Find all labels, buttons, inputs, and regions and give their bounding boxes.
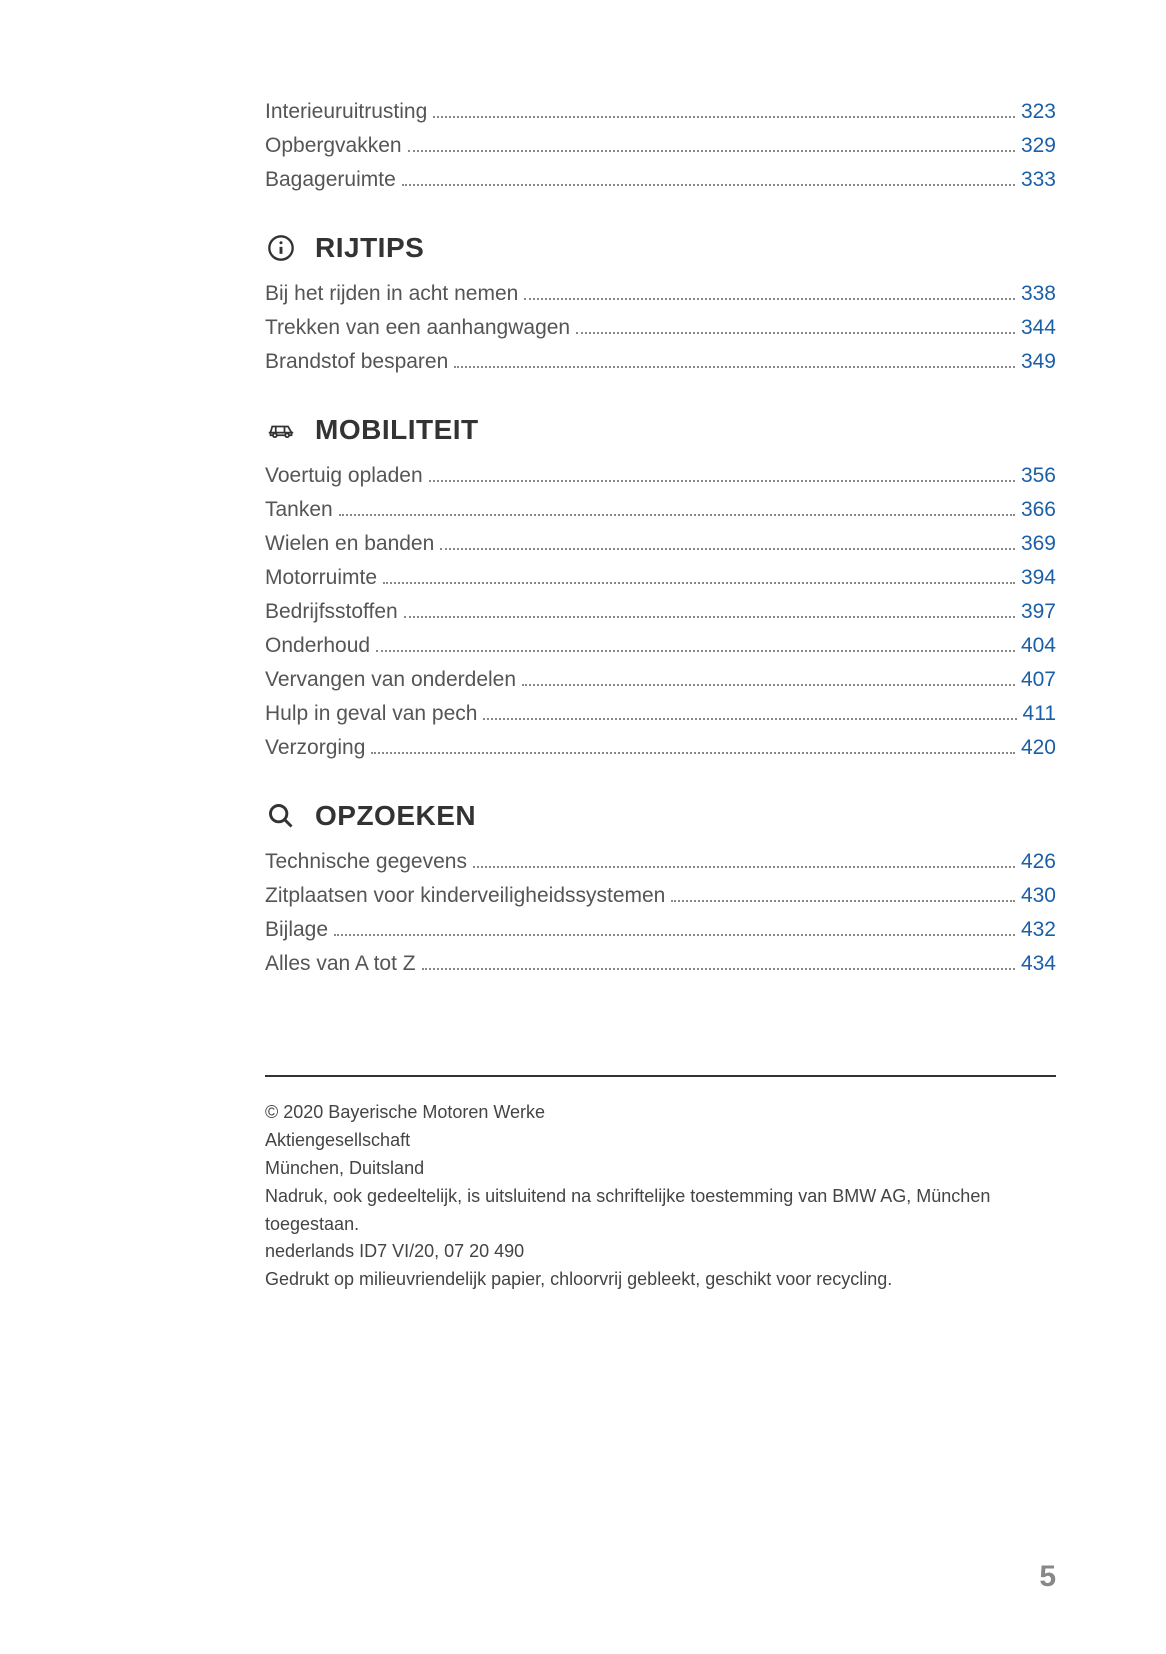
toc-entry-label: Motorruimte bbox=[265, 566, 377, 590]
toc-entry-page[interactable]: 420 bbox=[1021, 736, 1056, 760]
toc-entry-dots bbox=[429, 480, 1015, 482]
footer-divider bbox=[265, 1075, 1056, 1077]
toc-section-title: RIJTIPS bbox=[315, 232, 424, 264]
toc-entry-label: Vervangen van onderdelen bbox=[265, 668, 516, 692]
toc-entry[interactable]: Zitplaatsen voor kinderveiligheidssystem… bbox=[265, 884, 1056, 908]
toc-entry-dots bbox=[433, 116, 1015, 118]
toc-entry-label: Tanken bbox=[265, 498, 333, 522]
toc-entry-dots bbox=[402, 184, 1015, 186]
toc-entry-page[interactable]: 404 bbox=[1021, 634, 1056, 658]
toc-entry[interactable]: Verzorging 420 bbox=[265, 736, 1056, 760]
toc-section-header: RIJTIPS bbox=[265, 232, 1056, 264]
toc-entry-label: Bijlage bbox=[265, 918, 328, 942]
toc-section: MOBILITEIT Voertuig opladen 356 Tanken 366 Wi… bbox=[265, 414, 1056, 760]
toc-entry-page[interactable]: 426 bbox=[1021, 850, 1056, 874]
toc-entry-page[interactable]: 434 bbox=[1021, 952, 1056, 976]
toc-entry[interactable]: Bedrijfsstoffen 397 bbox=[265, 600, 1056, 624]
toc-entry-page[interactable]: 394 bbox=[1021, 566, 1056, 590]
toc-entry-label: Bagageruimte bbox=[265, 168, 396, 192]
toc-entry[interactable]: Hulp in geval van pech 411 bbox=[265, 702, 1056, 726]
toc-entry[interactable]: Technische gegevens 426 bbox=[265, 850, 1056, 874]
toc-entry-dots bbox=[422, 968, 1015, 970]
toc-entry-page[interactable]: 344 bbox=[1021, 316, 1056, 340]
toc-entry-label: Onderhoud bbox=[265, 634, 370, 658]
toc-entry-page[interactable]: 430 bbox=[1021, 884, 1056, 908]
toc-entry-label: Trekken van een aanhangwagen bbox=[265, 316, 570, 340]
toc-entry[interactable]: Vervangen van onderdelen 407 bbox=[265, 668, 1056, 692]
toc-pre-section: Interieuruitrusting 323 Opbergvakken 329 Bag… bbox=[265, 100, 1056, 192]
toc-entry-dots bbox=[524, 298, 1015, 300]
toc-section-header: MOBILITEIT bbox=[265, 414, 1056, 446]
footer-line: © 2020 Bayerische Motoren Werke bbox=[265, 1099, 1056, 1127]
toc-entry[interactable]: Tanken 366 bbox=[265, 498, 1056, 522]
footer-line: Aktiengesellschaft bbox=[265, 1127, 1056, 1155]
toc-section: OPZOEKEN Technische gegevens 426 Zitplaatse… bbox=[265, 800, 1056, 976]
toc-entry-dots bbox=[473, 866, 1015, 868]
toc-entry-label: Technische gegevens bbox=[265, 850, 467, 874]
toc-entry[interactable]: Onderhoud 404 bbox=[265, 634, 1056, 658]
toc-entry-dots bbox=[440, 548, 1015, 550]
toc-entry-dots bbox=[383, 582, 1015, 584]
toc-entry-page[interactable]: 432 bbox=[1021, 918, 1056, 942]
toc-entry-page[interactable]: 349 bbox=[1021, 350, 1056, 374]
toc-entry-dots bbox=[334, 934, 1015, 936]
toc-entry-dots bbox=[376, 650, 1015, 652]
toc-entry-label: Hulp in geval van pech bbox=[265, 702, 477, 726]
toc-entry-label: Voertuig opladen bbox=[265, 464, 423, 488]
toc-entry[interactable]: Motorruimte 394 bbox=[265, 566, 1056, 590]
footer-line: Gedrukt op milieuvriendelijk papier, chl… bbox=[265, 1266, 1056, 1294]
toc-entry[interactable]: Brandstof besparen 349 bbox=[265, 350, 1056, 374]
page-number: 5 bbox=[1039, 1560, 1056, 1594]
toc-entry-page[interactable]: 323 bbox=[1021, 100, 1056, 124]
toc-entry-page[interactable]: 411 bbox=[1023, 702, 1056, 726]
toc-section-title: MOBILITEIT bbox=[315, 414, 479, 446]
toc-entry[interactable]: Opbergvakken 329 bbox=[265, 134, 1056, 158]
toc-section: RIJTIPS Bij het rijden in acht nemen 338 Tr… bbox=[265, 232, 1056, 374]
toc-entry-page[interactable]: 369 bbox=[1021, 532, 1056, 556]
toc-entry-page[interactable]: 366 bbox=[1021, 498, 1056, 522]
toc-entry-dots bbox=[371, 752, 1015, 754]
toc-entry-dots bbox=[454, 366, 1015, 368]
toc-entry-page[interactable]: 333 bbox=[1021, 168, 1056, 192]
toc-entry-dots bbox=[671, 900, 1015, 902]
toc-entry-dots bbox=[576, 332, 1015, 334]
toc-entry[interactable]: Bagageruimte 333 bbox=[265, 168, 1056, 192]
car-icon bbox=[265, 414, 297, 446]
toc-entry-dots bbox=[483, 718, 1016, 720]
toc-section-title: OPZOEKEN bbox=[315, 800, 476, 832]
footer-block: © 2020 Bayerische Motoren WerkeAktienges… bbox=[265, 1075, 1056, 1294]
toc-entry-label: Interieuruitrusting bbox=[265, 100, 427, 124]
toc-entry-label: Bedrijfsstoffen bbox=[265, 600, 398, 624]
toc-entry[interactable]: Alles van A tot Z 434 bbox=[265, 952, 1056, 976]
toc-entry-page[interactable]: 397 bbox=[1021, 600, 1056, 624]
toc-entry[interactable]: Wielen en banden 369 bbox=[265, 532, 1056, 556]
toc-entry-label: Wielen en banden bbox=[265, 532, 434, 556]
toc-entry-label: Alles van A tot Z bbox=[265, 952, 416, 976]
toc-entry-label: Verzorging bbox=[265, 736, 365, 760]
toc-entry-label: Bij het rijden in acht nemen bbox=[265, 282, 518, 306]
toc-entry-label: Opbergvakken bbox=[265, 134, 402, 158]
toc-entry[interactable]: Voertuig opladen 356 bbox=[265, 464, 1056, 488]
toc-entry-page[interactable]: 329 bbox=[1021, 134, 1056, 158]
toc-entry-dots bbox=[522, 684, 1015, 686]
toc-entry-page[interactable]: 407 bbox=[1021, 668, 1056, 692]
toc-section-header: OPZOEKEN bbox=[265, 800, 1056, 832]
toc-entry[interactable]: Bij het rijden in acht nemen 338 bbox=[265, 282, 1056, 306]
footer-line: München, Duitsland bbox=[265, 1155, 1056, 1183]
toc-entry-dots bbox=[408, 150, 1015, 152]
toc-entry[interactable]: Bijlage 432 bbox=[265, 918, 1056, 942]
toc-entry-label: Brandstof besparen bbox=[265, 350, 448, 374]
toc-entry-dots bbox=[404, 616, 1015, 618]
toc-entry-dots bbox=[339, 514, 1015, 516]
toc-entry[interactable]: Trekken van een aanhangwagen 344 bbox=[265, 316, 1056, 340]
footer-line: nederlands ID7 VI/20, 07 20 490 bbox=[265, 1238, 1056, 1266]
toc-entry[interactable]: Interieuruitrusting 323 bbox=[265, 100, 1056, 124]
toc-entry-page[interactable]: 356 bbox=[1021, 464, 1056, 488]
page-content: Interieuruitrusting 323 Opbergvakken 329 Bag… bbox=[0, 0, 1166, 976]
toc-entry-label: Zitplaatsen voor kinderveiligheidssystem… bbox=[265, 884, 665, 908]
search-icon bbox=[265, 800, 297, 832]
info-icon bbox=[265, 232, 297, 264]
toc-entry-page[interactable]: 338 bbox=[1021, 282, 1056, 306]
footer-line: Nadruk, ook gedeeltelijk, is uitsluitend… bbox=[265, 1183, 1056, 1239]
